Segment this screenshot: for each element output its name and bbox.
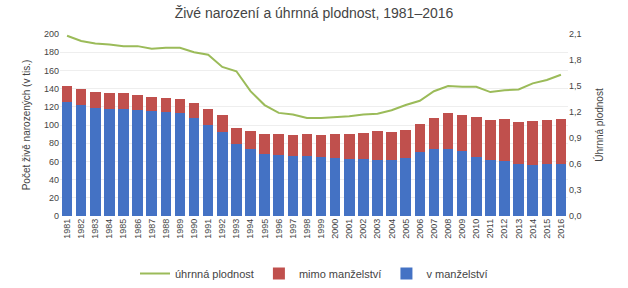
- svg-text:1989: 1989: [175, 219, 185, 239]
- svg-text:2015: 2015: [542, 219, 552, 239]
- svg-text:1,2: 1,2: [569, 107, 582, 117]
- svg-text:160: 160: [44, 66, 59, 76]
- svg-text:2011: 2011: [485, 219, 495, 238]
- svg-text:v manželství: v manželství: [426, 268, 487, 280]
- svg-text:1991: 1991: [203, 219, 213, 239]
- svg-text:1995: 1995: [260, 219, 270, 239]
- svg-text:0: 0: [54, 211, 59, 221]
- svg-text:100: 100: [44, 120, 59, 130]
- svg-text:0,9: 0,9: [569, 133, 582, 143]
- svg-text:2014: 2014: [528, 219, 538, 239]
- svg-text:1,8: 1,8: [569, 55, 582, 65]
- svg-text:200: 200: [44, 29, 59, 39]
- svg-text:20: 20: [49, 193, 59, 203]
- svg-text:1992: 1992: [217, 219, 227, 239]
- svg-text:1986: 1986: [133, 219, 143, 239]
- svg-text:1984: 1984: [104, 219, 114, 239]
- svg-text:Úhrnná plodnost: Úhrnná plodnost: [593, 88, 605, 162]
- svg-text:2012: 2012: [499, 219, 509, 239]
- svg-text:2000: 2000: [330, 219, 340, 239]
- svg-text:1982: 1982: [76, 219, 86, 239]
- svg-text:úhrnná plodnost: úhrnná plodnost: [175, 268, 254, 280]
- svg-text:Počet živě narozených (v tis.): Počet živě narozených (v tis.): [21, 60, 32, 191]
- svg-text:mimo manželství: mimo manželství: [299, 268, 382, 280]
- svg-text:1,5: 1,5: [569, 81, 582, 91]
- svg-text:0,6: 0,6: [569, 159, 582, 169]
- svg-text:1987: 1987: [147, 219, 157, 239]
- svg-text:2008: 2008: [443, 219, 453, 239]
- svg-text:2016: 2016: [556, 219, 566, 239]
- svg-text:1999: 1999: [316, 219, 326, 239]
- svg-text:1990: 1990: [189, 219, 199, 239]
- svg-text:60: 60: [49, 157, 59, 167]
- svg-text:0,3: 0,3: [569, 185, 582, 195]
- svg-text:2003: 2003: [372, 219, 382, 239]
- svg-text:1988: 1988: [161, 219, 171, 239]
- svg-text:0,0: 0,0: [569, 211, 582, 221]
- svg-text:2002: 2002: [358, 219, 368, 239]
- svg-text:1997: 1997: [288, 219, 298, 239]
- svg-text:2009: 2009: [457, 219, 467, 239]
- svg-text:1981: 1981: [62, 219, 72, 239]
- svg-text:2004: 2004: [387, 219, 397, 239]
- svg-text:2001: 2001: [344, 219, 354, 239]
- svg-text:1998: 1998: [302, 219, 312, 239]
- svg-text:1983: 1983: [90, 219, 100, 239]
- svg-text:2013: 2013: [514, 219, 524, 239]
- svg-text:2006: 2006: [415, 219, 425, 239]
- svg-text:1985: 1985: [118, 219, 128, 239]
- svg-text:140: 140: [44, 84, 59, 94]
- svg-text:2007: 2007: [429, 219, 439, 239]
- svg-text:40: 40: [49, 175, 59, 185]
- svg-text:80: 80: [49, 138, 59, 148]
- svg-text:2005: 2005: [401, 219, 411, 239]
- svg-text:120: 120: [44, 102, 59, 112]
- svg-text:1993: 1993: [231, 219, 241, 239]
- svg-text:180: 180: [44, 47, 59, 57]
- svg-text:2010: 2010: [471, 219, 481, 239]
- svg-text:2,1: 2,1: [569, 29, 582, 39]
- svg-text:Živé narození a úhrnná plodnos: Živé narození a úhrnná plodnost, 1981–20…: [175, 5, 454, 21]
- svg-text:1994: 1994: [245, 219, 255, 239]
- svg-text:1996: 1996: [274, 219, 284, 239]
